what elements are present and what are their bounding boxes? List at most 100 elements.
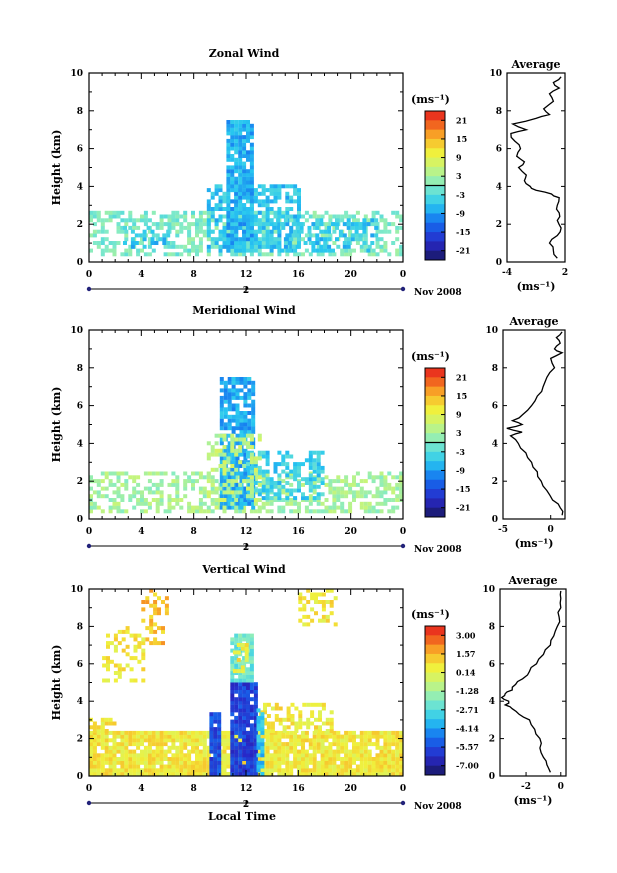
heatmap-cell bbox=[285, 496, 290, 501]
heatmap-cell bbox=[104, 749, 109, 754]
heatmap-cell bbox=[227, 422, 232, 427]
heatmap-cell bbox=[149, 641, 154, 646]
heatmap-cell bbox=[226, 753, 231, 758]
heatmap-cell bbox=[242, 464, 247, 468]
heatmap-cell bbox=[92, 222, 97, 227]
heatmap-cell bbox=[142, 237, 147, 242]
heatmap-cell bbox=[234, 135, 239, 140]
heatmap-cell bbox=[257, 437, 262, 442]
colorbar: (ms⁻¹)3.001.570.14-1.28-2.71-4.14-5.57-7… bbox=[411, 608, 479, 776]
heatmap-cell bbox=[387, 730, 392, 735]
heatmap-cell bbox=[266, 702, 271, 707]
heatmap-cell bbox=[310, 618, 315, 623]
heatmap-cell bbox=[350, 222, 355, 227]
heatmap-cell bbox=[379, 244, 384, 249]
heatmap-cell bbox=[143, 471, 148, 476]
heatmap-cell bbox=[249, 730, 254, 735]
heatmap-cell bbox=[108, 757, 113, 761]
heatmap-cell bbox=[171, 505, 176, 510]
colorbar-tick-label: -3 bbox=[456, 447, 465, 457]
heatmap-cell bbox=[277, 473, 282, 478]
heatmap-cell bbox=[153, 600, 158, 604]
heatmap-cell bbox=[399, 757, 404, 761]
heatmap-cell bbox=[145, 626, 150, 631]
heatmap-cell bbox=[253, 481, 258, 485]
heatmap-cell bbox=[202, 229, 207, 234]
heatmap-cell bbox=[336, 490, 341, 495]
heatmap-cell bbox=[227, 407, 232, 412]
heatmap-cell bbox=[273, 764, 278, 769]
heatmap-cell bbox=[383, 498, 388, 502]
heatmap-cell bbox=[108, 218, 113, 223]
heatmap-cell bbox=[328, 486, 333, 491]
heatmap-cell bbox=[395, 738, 400, 743]
colorbar-unit: (ms⁻¹) bbox=[411, 93, 450, 106]
heatmap-cell bbox=[301, 492, 305, 497]
heatmap-cell bbox=[142, 229, 147, 234]
heatmap-cell bbox=[175, 745, 180, 750]
heatmap-cell bbox=[238, 738, 243, 743]
heatmap-cell bbox=[234, 475, 239, 480]
heatmap-cell bbox=[128, 753, 133, 758]
heatmap-cell bbox=[243, 475, 248, 480]
heatmap-cell bbox=[363, 760, 368, 765]
heatmap-cell bbox=[108, 717, 113, 722]
colorbar-band bbox=[425, 368, 445, 378]
heatmap-cell bbox=[187, 501, 192, 506]
heatmap-cell bbox=[238, 633, 243, 638]
heatmap-cell bbox=[136, 742, 141, 747]
heatmap-cell bbox=[320, 501, 325, 506]
heatmap-cell bbox=[124, 252, 129, 257]
heatmap-cell bbox=[273, 229, 278, 234]
heatmap-cell bbox=[231, 505, 236, 510]
heatmap-cell bbox=[113, 637, 118, 642]
day-axis-start-marker bbox=[86, 286, 92, 292]
heatmap-cell bbox=[143, 252, 148, 257]
heatmap-cell bbox=[100, 745, 105, 750]
y-tick-label: 4 bbox=[77, 697, 83, 707]
heatmap-cell bbox=[383, 479, 388, 484]
heatmap-cell bbox=[256, 764, 261, 769]
heatmap-cell bbox=[167, 509, 172, 514]
average-y-tick-label: 4 bbox=[489, 697, 495, 707]
heatmap-cell bbox=[261, 241, 266, 245]
heatmap-cell bbox=[328, 760, 333, 765]
heatmap-cell bbox=[198, 222, 203, 227]
heatmap-cell bbox=[257, 222, 262, 227]
heatmap-cell bbox=[238, 154, 243, 158]
heatmap-cell bbox=[171, 734, 176, 739]
heatmap-cell bbox=[299, 229, 304, 234]
heatmap-cell bbox=[256, 753, 261, 758]
heatmap-cell bbox=[281, 734, 286, 739]
heatmap-cell bbox=[277, 492, 282, 497]
heatmap-cell bbox=[230, 686, 235, 690]
heatmap-cell bbox=[226, 169, 231, 174]
heatmap-cell bbox=[247, 426, 252, 431]
heatmap-cell bbox=[329, 603, 334, 608]
heatmap-cell bbox=[239, 426, 244, 431]
heatmap-cell bbox=[306, 725, 311, 730]
heatmap-cell bbox=[352, 734, 356, 739]
heatmap-cell bbox=[242, 764, 247, 769]
heatmap-cell bbox=[226, 218, 231, 223]
heatmap-cell bbox=[230, 482, 235, 487]
heatmap-cell bbox=[230, 229, 235, 234]
heatmap-cell bbox=[249, 772, 254, 776]
heatmap-cell bbox=[238, 244, 243, 249]
heatmap-cell bbox=[298, 600, 303, 604]
heatmap-cell bbox=[147, 738, 152, 743]
heatmap-cell bbox=[230, 501, 235, 506]
average-frame bbox=[506, 72, 566, 263]
heatmap-cell bbox=[226, 210, 231, 215]
heatmap-cell bbox=[133, 633, 138, 638]
heatmap-cell bbox=[230, 648, 235, 653]
heatmap-cell bbox=[359, 734, 364, 739]
heatmap-cell bbox=[155, 505, 160, 510]
colorbar-band bbox=[425, 148, 445, 159]
heatmap-cell bbox=[206, 509, 211, 514]
heatmap-cell bbox=[230, 678, 235, 683]
heatmap-cell bbox=[198, 742, 203, 747]
heatmap-cell bbox=[243, 471, 248, 476]
heatmap-cell bbox=[246, 697, 250, 702]
heatmap-cell bbox=[222, 467, 227, 472]
